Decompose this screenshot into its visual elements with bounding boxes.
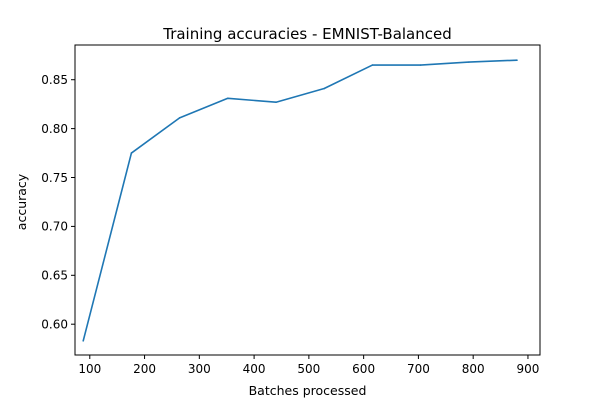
data-point [178, 117, 181, 119]
series-line-0 [82, 59, 518, 342]
x-tick-label: 200 [133, 362, 156, 376]
y-axis-label: accuracy [14, 173, 29, 230]
data-point [130, 152, 133, 154]
y-tick-label: 0.85 [41, 73, 68, 87]
plot-frame [74, 44, 541, 356]
x-tick-label: 300 [188, 362, 211, 376]
y-tick-label: 0.70 [41, 220, 68, 234]
data-point [82, 340, 85, 342]
y-axis: 0.60 0.65 0.70 0.75 0.80 0.85 [41, 73, 75, 331]
y-tick-label: 0.60 [41, 317, 68, 331]
x-tick-label: 600 [352, 362, 375, 376]
x-tick-label: 700 [407, 362, 430, 376]
x-tick-label: 400 [243, 362, 266, 376]
data-point [275, 101, 277, 104]
plot-area [74, 44, 541, 356]
data-point [323, 87, 326, 90]
data-point [371, 64, 374, 66]
y-tick-label: 0.65 [41, 269, 68, 283]
x-axis-label: Batches processed [249, 383, 367, 398]
x-axis: 100 200 300 400 500 600 700 800 900 [78, 355, 539, 376]
data-point [516, 59, 518, 61]
y-tick-label: 0.80 [41, 122, 68, 136]
x-tick-label: 900 [516, 362, 539, 376]
data-point [419, 64, 422, 66]
y-tick-label: 0.75 [41, 171, 68, 185]
x-tick-label: 500 [297, 362, 320, 376]
data-point [467, 61, 470, 63]
data-point [227, 97, 229, 100]
chart-title: Training accuracies - EMNIST-Balanced [162, 25, 452, 43]
x-tick-label: 800 [462, 362, 485, 376]
x-tick-label: 100 [78, 362, 101, 376]
